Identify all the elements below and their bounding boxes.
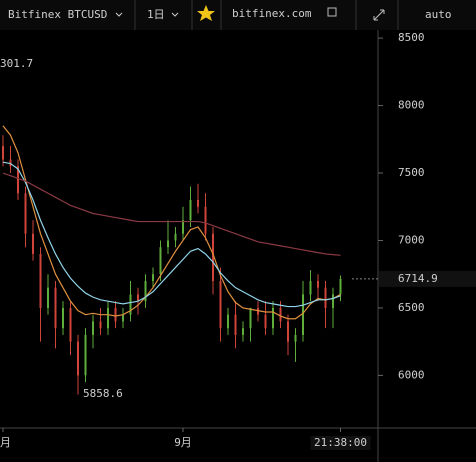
candle-body <box>249 307 252 329</box>
candle-body <box>197 199 199 207</box>
candle-body <box>137 294 139 302</box>
candle-body <box>167 240 169 248</box>
candle-body <box>174 233 177 241</box>
candle-body <box>2 146 4 160</box>
candle-body <box>257 307 259 315</box>
toolbar <box>0 0 476 30</box>
dropdown-icon <box>171 12 179 17</box>
favorite-star[interactable] <box>197 5 215 21</box>
candle-body <box>54 287 57 329</box>
high-label: 301.7 <box>0 57 33 70</box>
candle-body <box>77 341 79 376</box>
candle-body <box>39 253 42 308</box>
x-tick-label: 9月 <box>174 436 192 449</box>
last-price-label: 6714.9 <box>398 272 438 285</box>
candle-body <box>309 280 312 295</box>
candle-body <box>17 166 19 194</box>
candle-body <box>264 314 267 329</box>
candle-body <box>84 334 87 376</box>
candle-body <box>144 280 147 302</box>
y-tick-label: 8000 <box>398 99 425 112</box>
scale-mode[interactable]: auto <box>425 8 452 21</box>
candle-body <box>339 278 342 295</box>
candle-body <box>182 220 184 234</box>
y-tick-label: 7000 <box>398 233 425 246</box>
popout-icon[interactable] <box>327 7 337 17</box>
candle-body <box>92 321 94 335</box>
candle-body <box>9 159 12 167</box>
x-tick-label: 21:38:00 <box>314 436 367 449</box>
candle-body <box>324 287 327 308</box>
low-label: 5858.6 <box>83 387 123 400</box>
candle-body <box>332 294 334 308</box>
moving-average <box>2 172 341 256</box>
moving-average <box>2 125 341 320</box>
candle-body <box>287 321 289 342</box>
candle-body <box>317 280 319 288</box>
candle-body <box>122 314 124 322</box>
candle-body <box>47 287 49 308</box>
candle-body <box>272 307 274 329</box>
candle-body <box>189 199 192 221</box>
candle-body <box>152 274 154 281</box>
candle-body <box>32 233 34 254</box>
candle-body <box>114 307 117 322</box>
candle-body <box>159 247 162 275</box>
symbol[interactable]: Bitfinex BTCUSD <box>8 8 107 21</box>
candle-body <box>99 321 102 329</box>
moving-average <box>2 161 341 308</box>
y-tick-label: 6500 <box>398 301 425 314</box>
candle-body <box>62 307 64 329</box>
candle-body <box>227 314 229 329</box>
y-tick-label: 7500 <box>398 166 425 179</box>
candle-body <box>219 280 222 329</box>
candle-body <box>242 328 244 335</box>
candle-body <box>107 307 109 329</box>
y-tick-label: 8500 <box>398 31 425 44</box>
candle-body <box>212 233 214 281</box>
candle-body <box>234 314 237 335</box>
fullscreen-icon[interactable] <box>373 9 385 21</box>
x-tick-label: 月 <box>0 436 11 449</box>
candle-body <box>204 206 207 234</box>
candle-body <box>24 193 27 234</box>
site-link[interactable]: bitfinex.com <box>232 7 312 20</box>
candle-body <box>302 294 304 335</box>
y-tick-label: 6000 <box>398 368 425 381</box>
candle-body <box>129 294 132 315</box>
candle-body <box>69 307 72 342</box>
time-marker-bg <box>310 436 371 450</box>
candle-body <box>279 307 282 322</box>
candle-body <box>294 334 297 342</box>
dropdown-icon <box>115 12 123 17</box>
last-price-box <box>379 270 476 287</box>
interval[interactable]: 1日 <box>147 8 165 21</box>
